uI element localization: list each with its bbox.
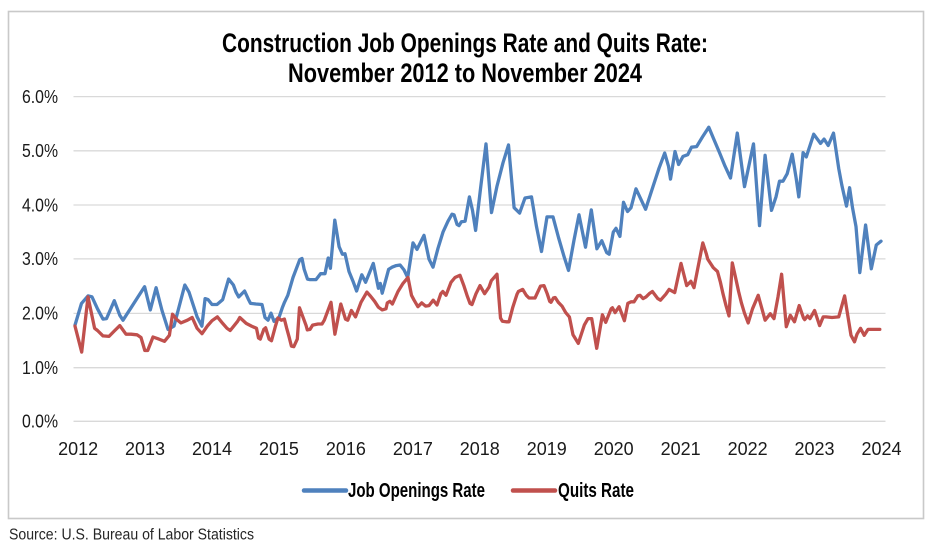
- svg-text:2012: 2012: [58, 438, 98, 459]
- svg-text:Job Openings Rate: Job Openings Rate: [348, 480, 485, 502]
- svg-text:2018: 2018: [460, 438, 500, 459]
- svg-text:Source: U.S. Bureau of Labor S: Source: U.S. Bureau of Labor Statistics: [9, 527, 254, 544]
- svg-text:2022: 2022: [728, 438, 768, 459]
- svg-text:Construction Job Openings Rate: Construction Job Openings Rate and Quits…: [222, 28, 708, 58]
- svg-text:2017: 2017: [393, 438, 433, 459]
- svg-text:2.0%: 2.0%: [22, 304, 58, 324]
- svg-text:2023: 2023: [795, 438, 835, 459]
- svg-text:5.0%: 5.0%: [22, 141, 58, 161]
- svg-text:2021: 2021: [661, 438, 701, 459]
- svg-text:November 2012 to November 2024: November 2012 to November 2024: [288, 58, 642, 88]
- svg-text:2024: 2024: [862, 438, 902, 459]
- svg-text:2015: 2015: [259, 438, 299, 459]
- svg-text:4.0%: 4.0%: [22, 195, 58, 215]
- svg-text:0.0%: 0.0%: [22, 412, 58, 432]
- svg-text:3.0%: 3.0%: [22, 249, 58, 269]
- svg-text:Quits Rate: Quits Rate: [558, 480, 634, 502]
- svg-text:2019: 2019: [527, 438, 567, 459]
- svg-text:2013: 2013: [125, 438, 165, 459]
- svg-text:2016: 2016: [326, 438, 366, 459]
- svg-text:2014: 2014: [192, 438, 232, 459]
- svg-text:2020: 2020: [594, 438, 634, 459]
- svg-text:6.0%: 6.0%: [22, 87, 58, 107]
- svg-text:1.0%: 1.0%: [22, 358, 58, 378]
